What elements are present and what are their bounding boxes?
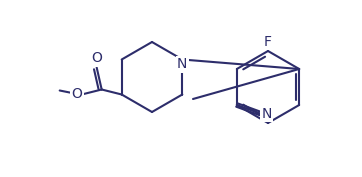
Text: N: N [177, 58, 188, 72]
Text: N: N [261, 107, 272, 121]
Text: F: F [264, 35, 272, 49]
Text: O: O [91, 52, 102, 65]
Text: O: O [71, 87, 82, 101]
